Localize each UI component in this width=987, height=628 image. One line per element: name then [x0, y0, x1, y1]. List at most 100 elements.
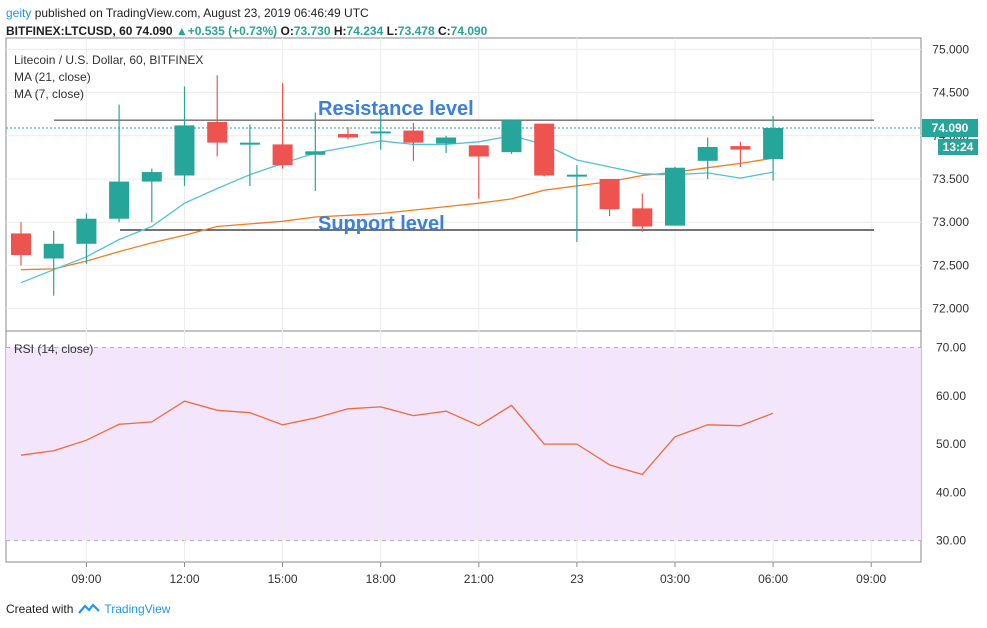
support-annotation: Support level: [318, 213, 445, 235]
close-value: 74.090: [450, 24, 488, 38]
price-tick-label: 72.000: [932, 302, 969, 316]
candle-body: [109, 181, 130, 219]
rsi-axis-labels: 30.00 40.00 50.00 60.00 70.00: [936, 340, 966, 547]
candle-body: [141, 172, 162, 182]
candle-body: [403, 130, 424, 143]
rsi-tick-label: 60.00: [936, 389, 966, 403]
chart-title: Litecoin / U.S. Dollar, 60, BITFINEX: [14, 53, 203, 67]
candle: [436, 135, 457, 154]
candle-body: [370, 131, 391, 134]
tradingview-logo-icon: [78, 603, 101, 614]
candle: [730, 141, 751, 167]
price-badge: [922, 119, 978, 137]
time-tick-label: 15:00: [268, 572, 298, 586]
candle: [272, 83, 293, 169]
candle: [665, 166, 685, 226]
candle-body: [763, 127, 784, 160]
candle: [239, 124, 260, 186]
high-value: 74.234: [346, 24, 384, 38]
candle: [76, 213, 97, 264]
candle: [534, 123, 555, 177]
created-with-label: Created with: [6, 602, 74, 616]
price-tick-label: 72.500: [932, 258, 969, 272]
candle: [403, 122, 424, 161]
tradingview-brand-link[interactable]: TradingView: [104, 602, 171, 616]
candle-body: [338, 134, 358, 138]
candle: [566, 165, 587, 243]
ma7-legend: MA (7, close): [14, 87, 84, 101]
candle-body: [76, 218, 97, 244]
author-link[interactable]: geity: [6, 6, 32, 20]
footer: Created with TradingView: [6, 602, 170, 616]
horizontal-grid: [6, 48, 921, 310]
rsi-tick-label: 30.00: [936, 534, 966, 548]
time-tick-label: 09:00: [856, 572, 886, 586]
low-label: L:: [386, 24, 398, 38]
candle: [632, 193, 653, 232]
candle: [763, 115, 784, 181]
time-tick-label: 23: [570, 572, 584, 586]
candle: [174, 86, 195, 186]
rsi-line: [20, 400, 774, 476]
price-tick-label: 73.500: [932, 172, 969, 186]
candle-body: [207, 121, 228, 143]
candle: [501, 119, 522, 154]
rsi-tick-label: 70.00: [936, 340, 966, 354]
candle-body: [501, 120, 522, 153]
time-tick-label: 09:00: [71, 572, 101, 586]
price-tick-label: 73.000: [932, 215, 969, 229]
candle-body: [305, 151, 326, 155]
candle-body: [599, 178, 620, 210]
close-label: C:: [437, 24, 451, 38]
time-tick-label: 21:00: [464, 572, 494, 586]
candle: [207, 75, 228, 157]
open-label: O:: [280, 24, 294, 38]
candle-body: [468, 145, 489, 157]
publish-line: geity published on TradingView.com, Augu…: [6, 4, 487, 22]
ma21-series: [20, 157, 774, 271]
countdown-badge: [938, 139, 978, 155]
up-arrow-icon: ▲: [175, 24, 188, 38]
candle: [141, 168, 162, 223]
candle-body: [730, 146, 751, 150]
symbol-line: BITFINEX:LTCUSD, 60 74.090 ▲+0.535 (+0.7…: [6, 22, 487, 40]
high-label: H:: [333, 24, 347, 38]
candle-body: [174, 125, 195, 176]
price-badge-value: 74.090: [932, 121, 969, 135]
candle-body: [272, 144, 293, 166]
ma21-legend: MA (21, close): [14, 70, 91, 84]
candle: [599, 178, 620, 217]
rsi-legend: RSI (14, close): [14, 342, 93, 356]
candle-body: [11, 233, 31, 256]
time-tick-label: 06:00: [758, 572, 788, 586]
time-tick-label: 18:00: [366, 572, 396, 586]
price-change: +0.535 (+0.73%): [187, 24, 278, 38]
candle: [43, 230, 64, 296]
candle: [697, 137, 718, 179]
rsi-band: [6, 347, 921, 541]
rsi-series: [20, 400, 774, 476]
candle-body: [566, 174, 587, 177]
symbol-name: BITFINEX:LTCUSD, 60: [6, 24, 133, 38]
candle: [109, 104, 130, 223]
candle-body: [697, 146, 718, 161]
ma7-series: [20, 135, 774, 284]
low-value: 73.478: [397, 24, 435, 38]
chart-header: geity published on TradingView.com, Augu…: [6, 4, 487, 40]
resistance-annotation: Resistance level: [318, 98, 474, 120]
price-tick-label: 74.500: [932, 86, 969, 100]
candle-body: [43, 243, 64, 259]
rsi-tick-label: 50.00: [936, 437, 966, 451]
ma7-line: [20, 135, 774, 284]
price-axis-labels: 72.00072.50073.00073.50074.00074.50075.0…: [932, 42, 969, 315]
candlestick-series: [11, 75, 784, 296]
last-price: 74.090: [135, 24, 173, 38]
candle: [338, 127, 358, 140]
candle: [370, 113, 391, 150]
candle: [11, 222, 31, 266]
countdown-value: 13:24: [943, 140, 974, 154]
candle: [468, 145, 489, 199]
candle-body: [239, 142, 260, 145]
publish-info: published on TradingView.com, August 23,…: [34, 6, 369, 20]
